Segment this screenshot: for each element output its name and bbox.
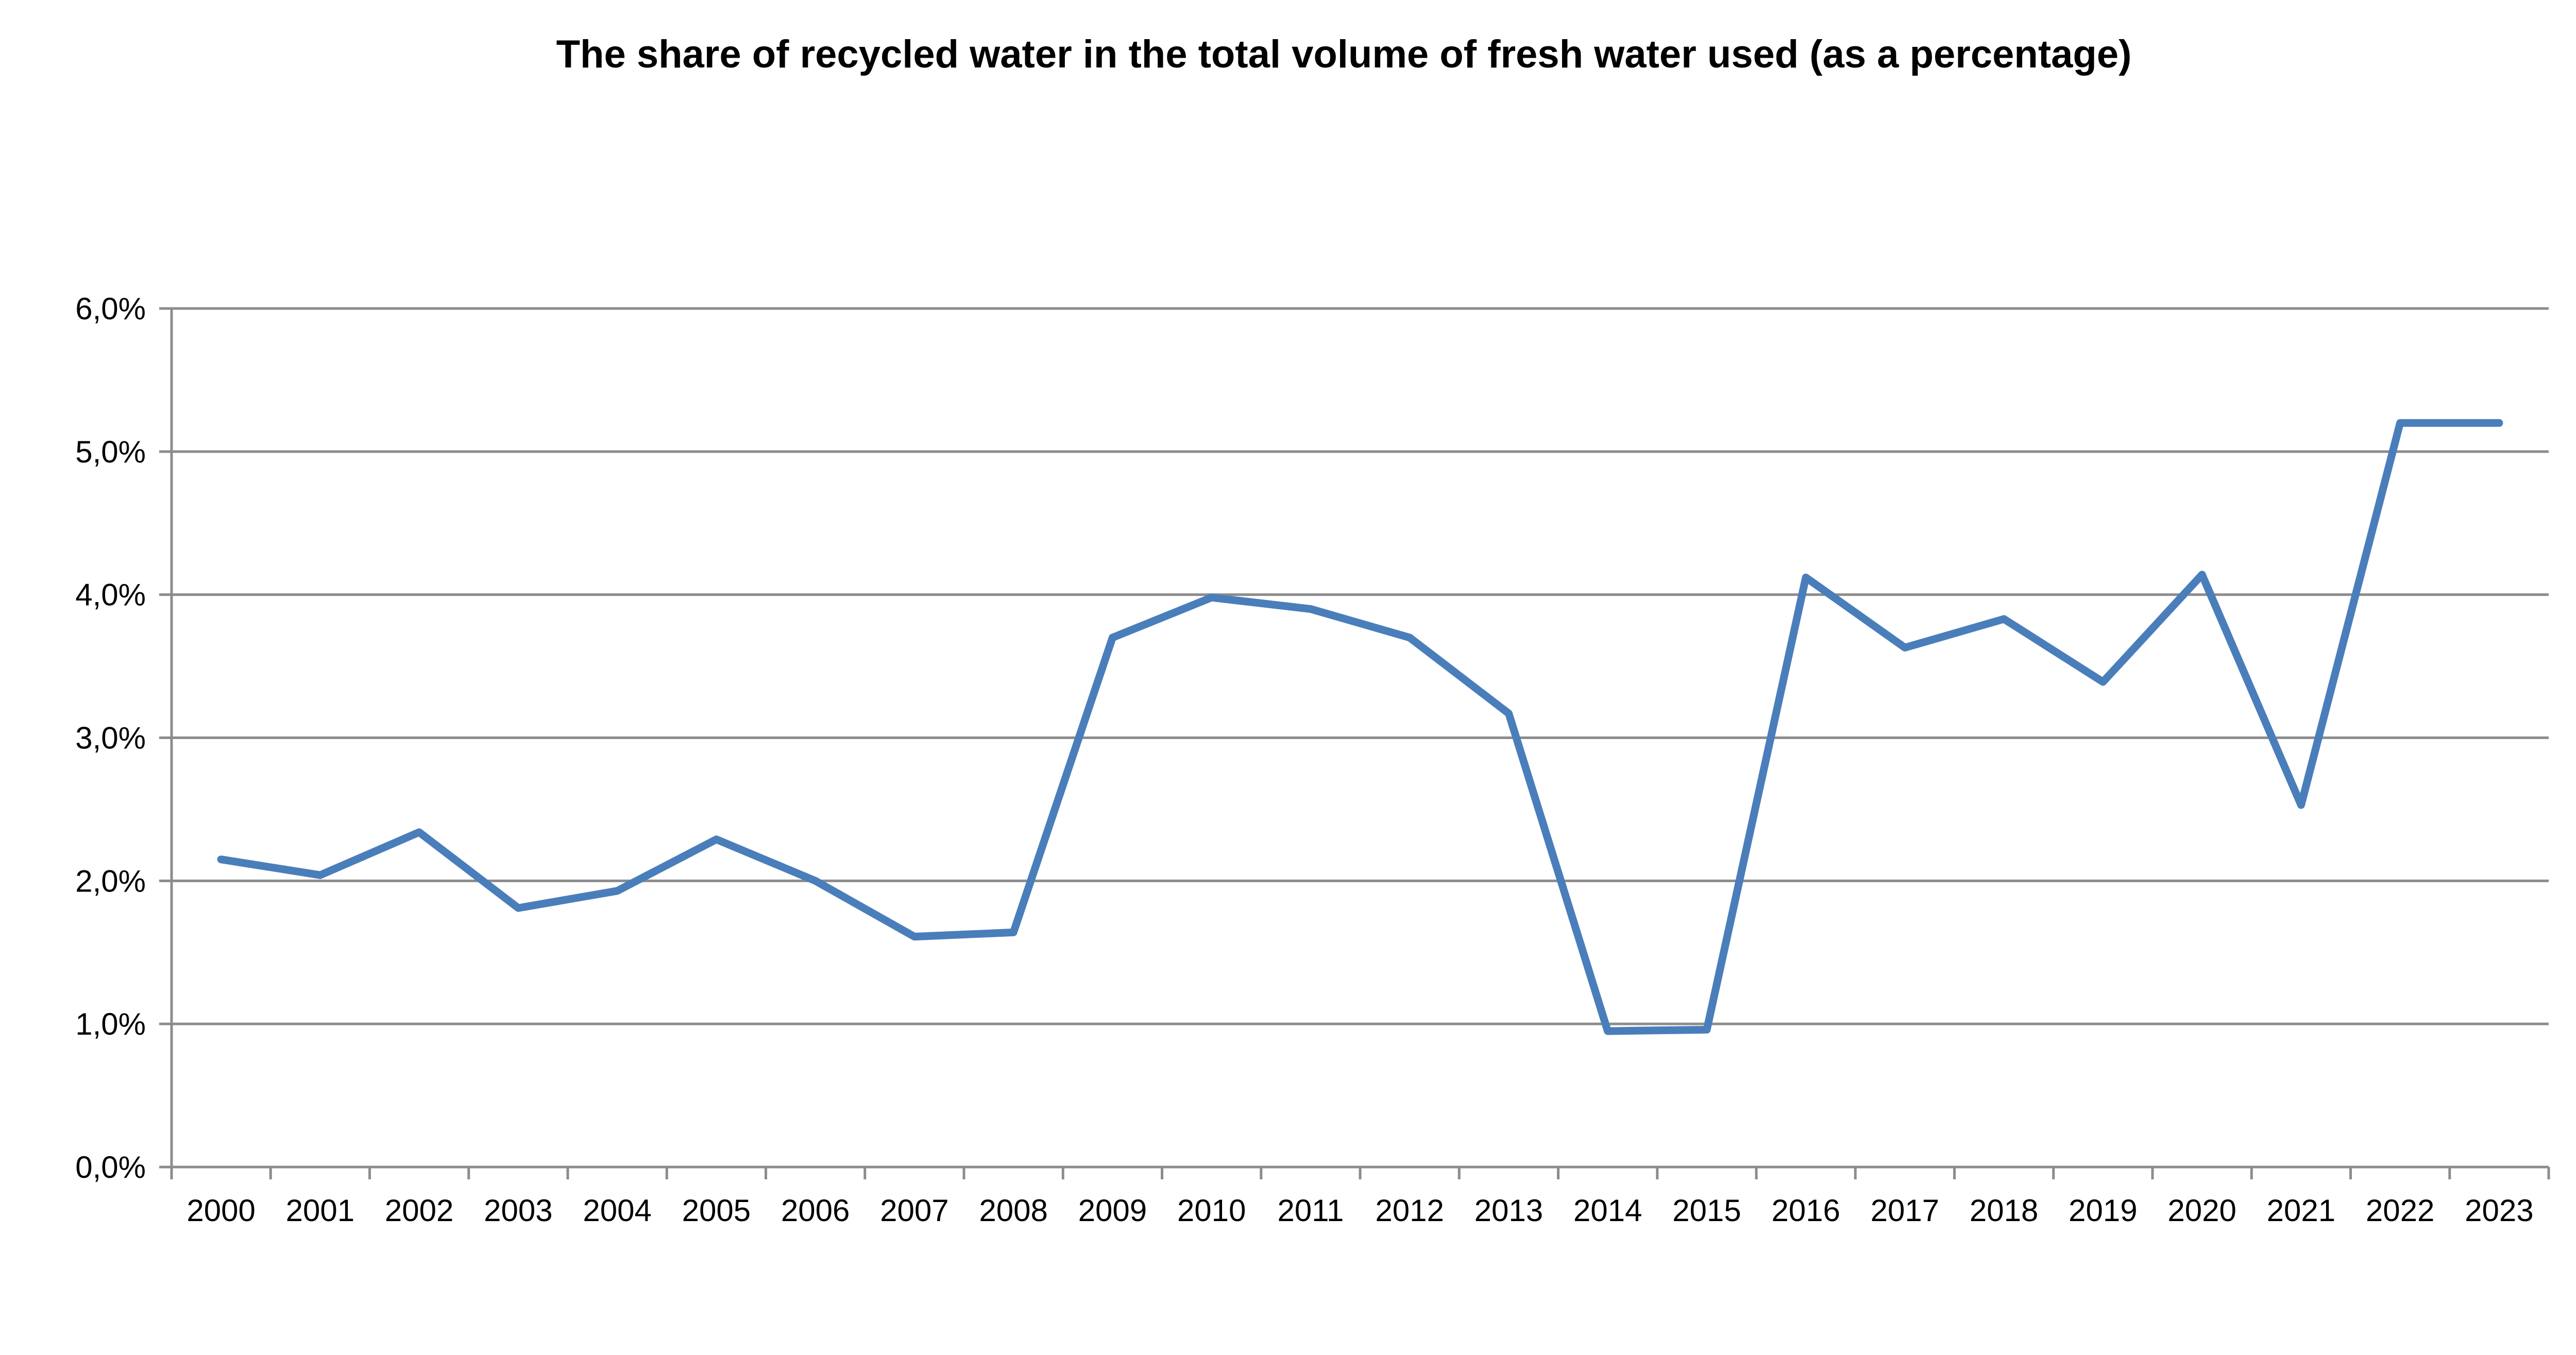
x-tick-label-2012: 2012 [1375,1193,1444,1228]
data-point-2013 [1505,710,1513,717]
x-tick-label-2011: 2011 [1277,1193,1344,1228]
x-tick-label-2002: 2002 [385,1193,453,1228]
data-point-2012 [1406,634,1414,642]
y-tick-label-4: 4,0% [75,578,146,612]
series-line-0 [217,419,2503,1035]
data-point-2020 [2198,571,2206,578]
y-tick-label-5: 5,0% [75,435,146,469]
x-tick-label-2017: 2017 [1871,1193,1939,1228]
data-point-2008 [1010,929,1018,936]
chart-title: The share of recycled water in the total… [556,32,2132,76]
data-point-2001 [316,871,324,879]
data-point-2019 [2099,678,2107,686]
data-point-2007 [910,933,918,940]
data-point-2021 [2297,801,2305,809]
data-point-2010 [1208,594,1215,602]
data-point-2002 [415,828,423,836]
data-point-2006 [811,877,819,885]
x-tick-label-2000: 2000 [187,1193,255,1228]
x-tick-label-2019: 2019 [2069,1193,2137,1228]
data-point-2003 [514,904,522,912]
x-tick-label-2018: 2018 [1970,1193,2038,1228]
data-point-2005 [713,835,720,843]
x-tick-label-2023: 2023 [2465,1193,2533,1228]
data-point-2011 [1307,605,1314,613]
y-tick-label-2: 2,0% [75,864,146,898]
data-point-2018 [2000,615,2008,623]
x-tick-label-2013: 2013 [1475,1193,1543,1228]
data-point-2015 [1703,1026,1710,1034]
x-tick-label-2015: 2015 [1672,1193,1741,1228]
data-point-2023 [2495,419,2503,427]
y-tick-label-1: 1,0% [75,1007,146,1041]
x-tick-label-2010: 2010 [1177,1193,1246,1228]
y-tick-label-3: 3,0% [75,721,146,756]
data-point-2017 [1901,644,1909,651]
x-tick-label-2020: 2020 [2167,1193,2236,1228]
x-tick-label-2016: 2016 [1771,1193,1840,1228]
x-tick-label-2022: 2022 [2366,1193,2434,1228]
data-point-2009 [1109,634,1116,642]
x-tick-label-2007: 2007 [880,1193,948,1228]
x-tick-label-2009: 2009 [1078,1193,1147,1228]
x-tick-label-2001: 2001 [286,1193,354,1228]
x-tick-label-2005: 2005 [682,1193,751,1228]
data-point-2016 [1802,574,1810,581]
x-tick-label-2004: 2004 [583,1193,651,1228]
y-tick-label-0: 0,0% [75,1150,146,1185]
data-point-2014 [1604,1027,1612,1035]
data-point-2022 [2396,419,2404,427]
data-point-2000 [217,855,225,863]
x-tick-label-2014: 2014 [1573,1193,1642,1228]
x-tick-label-2021: 2021 [2267,1193,2335,1228]
y-tick-label-6: 6,0% [75,291,146,326]
x-tick-label-2008: 2008 [979,1193,1047,1228]
data-point-2004 [614,887,621,895]
x-tick-label-2003: 2003 [484,1193,552,1228]
x-tick-label-2006: 2006 [781,1193,850,1228]
